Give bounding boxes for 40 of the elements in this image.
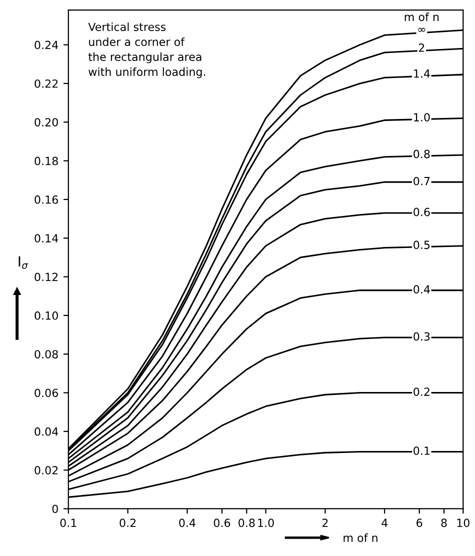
annotation: m of n <box>404 12 439 22</box>
y-tick-label: 0.22 <box>34 79 58 88</box>
x-axis-title: m of n <box>344 533 378 542</box>
x-tick-label: 4 <box>382 518 388 527</box>
series-label: 1.4 <box>414 70 430 78</box>
series-label: 0.8 <box>414 150 430 158</box>
x-tick-label: 0.8 <box>238 518 255 528</box>
series-label: 0.4 <box>414 285 430 294</box>
y-tick-label: 0.08 <box>34 350 58 358</box>
x-tick-label: 10 <box>457 518 470 528</box>
y-tick-label: 0.04 <box>34 427 58 436</box>
series-label: 2 <box>418 43 424 52</box>
x-tick-label: 2 <box>322 518 328 527</box>
x-tick-label: 1.0 <box>258 518 274 528</box>
x-tick-label: 6 <box>416 518 422 528</box>
series-label: 0.5 <box>414 240 430 250</box>
series-label: 0.2 <box>414 388 430 396</box>
series-label: 0.7 <box>414 176 430 186</box>
y-tick-label: 0.14 <box>34 234 58 242</box>
y-axis-title: I$_{σ}$ <box>18 256 28 269</box>
series-label: 0.1 <box>414 446 430 455</box>
x-tick-label: 0.6 <box>214 518 230 528</box>
y-tick-label: 0 <box>52 504 58 514</box>
x-tick-label: 0.2 <box>120 518 136 528</box>
series-label: 0.3 <box>414 332 430 341</box>
y-tick-label: 0.16 <box>34 195 58 204</box>
y-tick-label: 0.18 <box>34 156 58 166</box>
x-tick-label: 0.1 <box>60 518 76 528</box>
y-tick-label: 0.02 <box>34 466 58 474</box>
x-tick-label: 0.4 <box>179 518 196 528</box>
y-tick-label: 0.24 <box>34 40 58 50</box>
series-label: 0.6 <box>414 208 430 216</box>
series-label: 1.0 <box>414 113 430 122</box>
y-tick-label: 0.06 <box>34 388 58 398</box>
x-tick-label: 8 <box>441 518 447 528</box>
series-label: ∞ <box>418 28 426 32</box>
y-tick-label: 0.20 <box>34 118 58 127</box>
annotation: Vertical stress under a corner of the rectangular area with uniform loading. <box>88 22 206 78</box>
y-tick-label: 0.12 <box>34 272 58 282</box>
y-tick-label: 0.10 <box>34 311 58 320</box>
